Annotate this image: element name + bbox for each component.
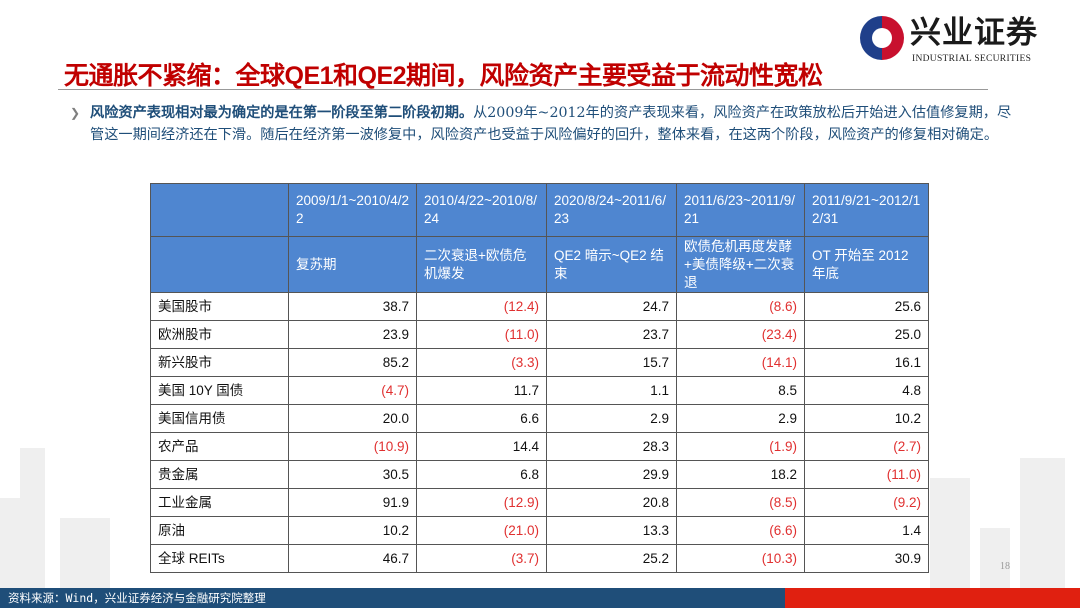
table-row: 美国 10Y 国债 (4.7) 11.7 1.1 8.5 4.8: [150, 376, 929, 405]
row-label: 美国股市: [150, 292, 289, 321]
value-cell: 23.7: [546, 320, 677, 349]
table-row: 工业金属 91.9 (12.9) 20.8 (8.5) (9.2): [150, 488, 929, 517]
page-number: 18: [1000, 561, 1010, 572]
table-row: 贵金属 30.5 6.8 29.9 18.2 (11.0): [150, 460, 929, 489]
value-cell: 24.7: [546, 292, 677, 321]
value-cell: (23.4): [676, 320, 805, 349]
value-cell: 25.6: [804, 292, 929, 321]
date-header: 2011/6/23~2011/9/21: [676, 183, 805, 237]
value-cell: 6.8: [416, 460, 547, 489]
logo-cn: 兴业证券: [910, 15, 1038, 51]
header-corner: [150, 236, 289, 293]
row-label: 美国信用债: [150, 404, 289, 433]
table-row: 农产品 (10.9) 14.4 28.3 (1.9) (2.7): [150, 432, 929, 461]
table-row: 全球 REITs 46.7 (3.7) 25.2 (10.3) 30.9: [150, 544, 929, 573]
company-logo: 兴业证券 INDUSTRIAL SECURITIES: [860, 14, 1070, 66]
value-cell: 18.2: [676, 460, 805, 489]
value-cell: (1.9): [676, 432, 805, 461]
row-label: 工业金属: [150, 488, 289, 517]
summary-rest: 从2009年~2012年的资产表现来看，风险资产在政策放松后开始进入估值修复期，…: [90, 105, 1012, 143]
date-header: 2010/4/22~2010/8/24: [416, 183, 547, 237]
row-label: 新兴股市: [150, 348, 289, 377]
value-cell: 46.7: [288, 544, 417, 573]
phase-header-row: 复苏期 二次衰退+欧债危机爆发 QE2 暗示~QE2 结束 欧债危机再度发酵+美…: [150, 236, 929, 293]
value-cell: 10.2: [288, 516, 417, 545]
date-header-row: 2009/1/1~2010/4/22 2010/4/22~2010/8/24 2…: [150, 183, 929, 237]
value-cell: 13.3: [546, 516, 677, 545]
value-cell: (12.9): [416, 488, 547, 517]
value-cell: (12.4): [416, 292, 547, 321]
value-cell: (8.5): [676, 488, 805, 517]
value-cell: 10.2: [804, 404, 929, 433]
value-cell: 6.6: [416, 404, 547, 433]
value-cell: 20.8: [546, 488, 677, 517]
phase-header: QE2 暗示~QE2 结束: [546, 236, 677, 293]
row-label: 欧洲股市: [150, 320, 289, 349]
value-cell: (11.0): [804, 460, 929, 489]
row-label: 原油: [150, 516, 289, 545]
value-cell: 2.9: [546, 404, 677, 433]
value-cell: (2.7): [804, 432, 929, 461]
summary-paragraph: ❯ 风险资产表现相对最为确定的是在第一阶段至第二阶段初期。从2009年~2012…: [70, 102, 1025, 146]
value-cell: 4.8: [804, 376, 929, 405]
date-header: 2009/1/1~2010/4/22: [288, 183, 417, 237]
header-corner: [150, 183, 289, 237]
value-cell: (4.7): [288, 376, 417, 405]
value-cell: 38.7: [288, 292, 417, 321]
value-cell: 28.3: [546, 432, 677, 461]
value-cell: (6.6): [676, 516, 805, 545]
value-cell: 1.4: [804, 516, 929, 545]
row-label: 贵金属: [150, 460, 289, 489]
value-cell: 16.1: [804, 348, 929, 377]
date-header: 2011/9/21~2012/12/31: [804, 183, 929, 237]
value-cell: (9.2): [804, 488, 929, 517]
value-cell: 23.9: [288, 320, 417, 349]
value-cell: 2.9: [676, 404, 805, 433]
summary-bold: 风险资产表现相对最为确定的是在第一阶段至第二阶段初期。: [90, 105, 474, 121]
row-label: 农产品: [150, 432, 289, 461]
value-cell: 30.9: [804, 544, 929, 573]
value-cell: (11.0): [416, 320, 547, 349]
logo-mark-icon: [860, 16, 904, 60]
value-cell: 85.2: [288, 348, 417, 377]
value-cell: (3.3): [416, 348, 547, 377]
value-cell: 25.2: [546, 544, 677, 573]
asset-performance-table: 2009/1/1~2010/4/22 2010/4/22~2010/8/24 2…: [150, 183, 929, 573]
phase-header: OT 开始至 2012 年底: [804, 236, 929, 293]
value-cell: 15.7: [546, 348, 677, 377]
table-row: 原油 10.2 (21.0) 13.3 (6.6) 1.4: [150, 516, 929, 545]
value-cell: 1.1: [546, 376, 677, 405]
value-cell: (21.0): [416, 516, 547, 545]
value-cell: 29.9: [546, 460, 677, 489]
row-label: 美国 10Y 国债: [150, 376, 289, 405]
source-footer: 资料来源：Wind，兴业证券经济与金融研究院整理: [0, 588, 785, 608]
phase-header: 欧债危机再度发酵+美债降级+二次衰退: [676, 236, 805, 293]
phase-header: 复苏期: [288, 236, 417, 293]
date-header: 2020/8/24~2011/6/23: [546, 183, 677, 237]
chevron-right-icon: ❯: [70, 106, 81, 120]
footer-accent: [785, 588, 1080, 608]
table-row: 美国信用债 20.0 6.6 2.9 2.9 10.2: [150, 404, 929, 433]
value-cell: (3.7): [416, 544, 547, 573]
table-row: 欧洲股市 23.9 (11.0) 23.7 (23.4) 25.0: [150, 320, 929, 349]
row-label: 全球 REITs: [150, 544, 289, 573]
value-cell: 30.5: [288, 460, 417, 489]
value-cell: 11.7: [416, 376, 547, 405]
phase-header: 二次衰退+欧债危机爆发: [416, 236, 547, 293]
value-cell: (10.3): [676, 544, 805, 573]
title-divider: [58, 89, 988, 90]
value-cell: (14.1): [676, 348, 805, 377]
table-row: 美国股市 38.7 (12.4) 24.7 (8.6) 25.6: [150, 292, 929, 321]
value-cell: 14.4: [416, 432, 547, 461]
value-cell: (10.9): [288, 432, 417, 461]
table-row: 新兴股市 85.2 (3.3) 15.7 (14.1) 16.1: [150, 348, 929, 377]
value-cell: 8.5: [676, 376, 805, 405]
logo-en: INDUSTRIAL SECURITIES: [912, 54, 1032, 64]
value-cell: 25.0: [804, 320, 929, 349]
value-cell: 91.9: [288, 488, 417, 517]
value-cell: 20.0: [288, 404, 417, 433]
value-cell: (8.6): [676, 292, 805, 321]
slide-title: 无通胀不紧缩：全球QE1和QE2期间，风险资产主要受益于流动性宽松: [64, 62, 823, 90]
